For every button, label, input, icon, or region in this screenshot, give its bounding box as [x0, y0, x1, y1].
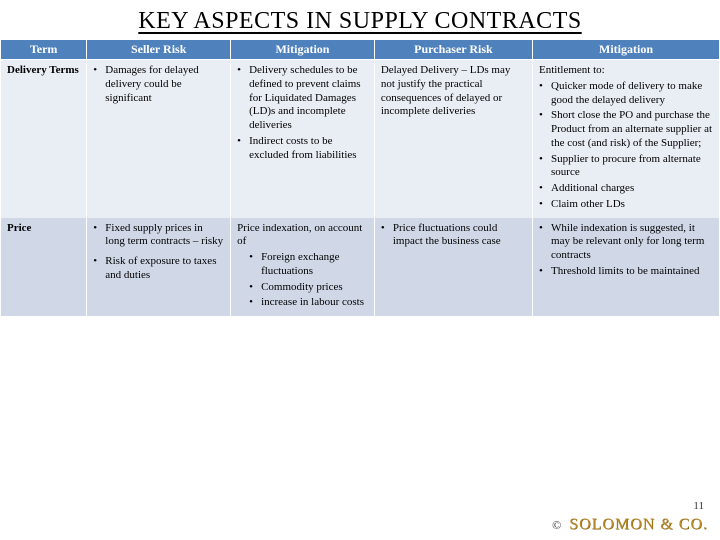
col-mitigation-1: Mitigation [231, 40, 375, 60]
firm-name: SOLOMON & CO. [569, 516, 708, 534]
bullet-text: Delivery schedules to be defined to prev… [249, 64, 368, 133]
bullet-text: Threshold limits to be maintained [551, 265, 713, 279]
bullet-text: While indexation is suggested, it may be… [551, 222, 713, 263]
cell-seller-risk: •Fixed supply prices in long term contra… [87, 218, 231, 317]
cell-mitigation-2: •While indexation is suggested, it may b… [533, 218, 720, 317]
bullet-text: increase in labour costs [261, 296, 368, 310]
cell-term: Delivery Terms [1, 60, 87, 218]
bullet-text: Price fluctuations could impact the busi… [393, 222, 526, 250]
bullet-text: Short close the PO and purchase the Prod… [551, 109, 713, 150]
cell-purchaser-risk: Delayed Delivery – LDs may not justify t… [374, 60, 532, 218]
bullet-text: Indirect costs to be excluded from liabi… [249, 135, 368, 163]
table-row: Delivery Terms •Damages for delayed deli… [1, 60, 720, 218]
cell-mitigation-1: •Delivery schedules to be defined to pre… [231, 60, 375, 218]
bullet-text: Commodity prices [261, 281, 368, 295]
col-purchaser-risk: Purchaser Risk [374, 40, 532, 60]
cell-seller-risk: •Damages for delayed delivery could be s… [87, 60, 231, 218]
cell-purchaser-risk: •Price fluctuations could impact the bus… [374, 218, 532, 317]
copyright-symbol: © [552, 518, 561, 533]
cell-term: Price [1, 218, 87, 317]
slide-title: KEY ASPECTS IN SUPPLY CONTRACTS [0, 0, 720, 39]
bullet-text: Quicker mode of delivery to make good th… [551, 80, 713, 108]
header-row: Term Seller Risk Mitigation Purchaser Ri… [1, 40, 720, 60]
lead-text: Entitlement to: [539, 64, 713, 78]
col-term: Term [1, 40, 87, 60]
bullet-text: Foreign exchange fluctuations [261, 251, 368, 279]
bullet-text: Claim other LDs [551, 198, 713, 212]
page-number: 11 [693, 500, 704, 512]
bullet-text: Risk of exposure to taxes and duties [105, 255, 224, 283]
col-seller-risk: Seller Risk [87, 40, 231, 60]
table-row: Price •Fixed supply prices in long term … [1, 218, 720, 317]
lead-text: Price indexation, on account of [237, 222, 368, 250]
cell-mitigation-2: Entitlement to: •Quicker mode of deliver… [533, 60, 720, 218]
bullet-text: Supplier to procure from alternate sourc… [551, 153, 713, 181]
col-mitigation-2: Mitigation [533, 40, 720, 60]
bullet-text: Additional charges [551, 182, 713, 196]
bullet-text: Damages for delayed delivery could be si… [105, 64, 224, 105]
cell-mitigation-1: Price indexation, on account of •Foreign… [231, 218, 375, 317]
footer: © SOLOMON & CO. [552, 516, 708, 534]
supply-contracts-table: Term Seller Risk Mitigation Purchaser Ri… [0, 39, 720, 316]
bullet-text: Fixed supply prices in long term contrac… [105, 222, 224, 250]
lead-text: Delayed Delivery – LDs may not justify t… [381, 64, 526, 119]
